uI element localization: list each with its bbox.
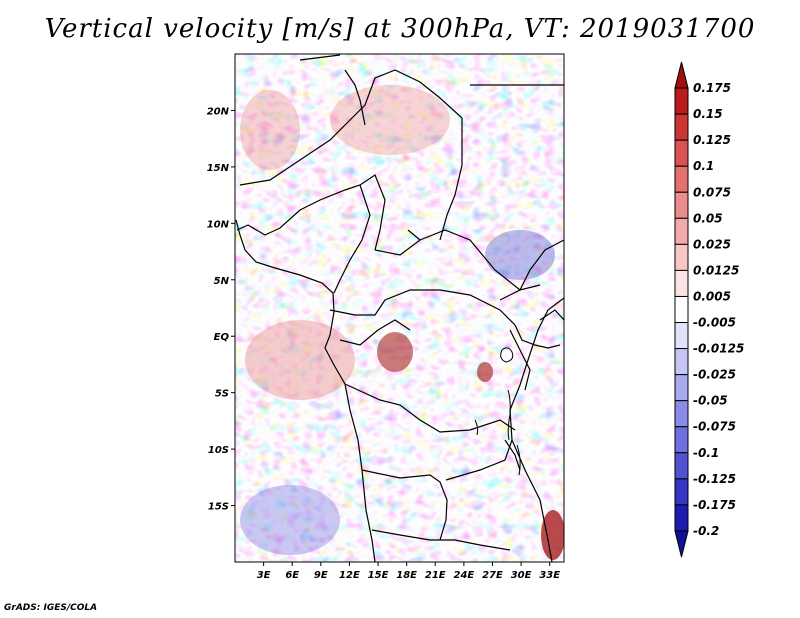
- colorbar-segment: [674, 165, 689, 193]
- x-tick-label: 9E: [314, 570, 328, 581]
- y-tick-label: EQ: [214, 332, 230, 343]
- colorbar-level-label: -0.175: [693, 498, 736, 512]
- x-tick-label: 33E: [539, 570, 560, 581]
- colorbar-labels: 0.175 0.15 0.125 0.1 0.075 0.05 0.025 0.0125 0.0…: [693, 81, 744, 538]
- velocity-field: [235, 54, 564, 562]
- colorbar-segment: [674, 243, 689, 271]
- x-tick-label: 24E: [453, 570, 474, 581]
- colorbar-segment: [674, 191, 689, 219]
- y-axis: 20N 15N 10N 5N EQ 5S 10S 15S: [207, 106, 235, 513]
- colorbar-level-label: -0.1: [693, 446, 719, 460]
- colorbar-segment: [674, 113, 689, 141]
- y-tick-label: 5N: [214, 276, 230, 287]
- colorbar-level-label: -0.025: [693, 368, 736, 382]
- colorbar-segment: [674, 87, 689, 115]
- colorbar-level-label: -0.075: [693, 420, 736, 434]
- colorbar-segment: [674, 269, 689, 297]
- colorbar-segment: [674, 217, 689, 245]
- colorbar-segment: [674, 452, 689, 480]
- colorbar-level-label: 0.175: [693, 81, 731, 95]
- colorbar-segment: [674, 322, 689, 350]
- x-tick-label: 12E: [339, 570, 360, 581]
- colorbar-level-label: 0.025: [693, 237, 731, 251]
- colorbar-level-label: 0.1: [693, 159, 714, 173]
- y-tick-label: 20N: [207, 106, 230, 117]
- colorbar-level-label: 0.125: [693, 133, 731, 147]
- colorbar-level-label: -0.125: [693, 472, 736, 486]
- colorbar-segment: [674, 426, 689, 454]
- colorbar-arrow-top: [674, 61, 689, 89]
- colorbar-segment: [674, 374, 689, 402]
- colorbar: [674, 61, 689, 558]
- colorbar-level-label: 0.075: [693, 185, 731, 199]
- y-tick-label: 15N: [207, 163, 230, 174]
- x-tick-label: 3E: [257, 570, 271, 581]
- colorbar-level-label: -0.2: [693, 524, 719, 538]
- colorbar-segment: [674, 400, 689, 428]
- colorbar-segment: [674, 348, 689, 376]
- colorbar-arrow-bottom: [674, 530, 689, 558]
- y-tick-label: 10N: [207, 219, 230, 230]
- x-axis: 3E 6E 9E 12E 15E 18E 21E 24E 27E 30E 33E: [257, 562, 560, 581]
- colorbar-level-label: -0.05: [693, 394, 728, 408]
- lakes: [474, 347, 521, 476]
- colorbar-level-label: -0.005: [693, 316, 736, 330]
- colorbar-segment: [674, 139, 689, 167]
- x-tick-label: 27E: [482, 570, 503, 581]
- colorbar-level-label: 0.15: [693, 107, 723, 121]
- x-tick-label: 18E: [396, 570, 417, 581]
- colorbar-level-label: 0.05: [693, 211, 723, 225]
- x-tick-label: 6E: [285, 570, 299, 581]
- y-tick-label: 15S: [208, 502, 229, 513]
- colorbar-level-label: -0.0125: [693, 342, 744, 356]
- x-tick-label: 21E: [425, 570, 446, 581]
- map-title: Vertical velocity [m/s] at 300hPa, VT: 2…: [44, 14, 756, 44]
- colorbar-level-label: 0.005: [693, 289, 731, 303]
- x-tick-label: 15E: [368, 570, 389, 581]
- colorbar-segment: [674, 478, 689, 506]
- x-tick-label: 30E: [511, 570, 532, 581]
- coastlines-borders: [235, 54, 564, 562]
- y-tick-label: 5S: [215, 389, 229, 400]
- grads-credit: GrADS: IGES/COLA: [4, 603, 98, 613]
- colorbar-segment: [674, 504, 689, 532]
- colorbar-segment: [674, 295, 689, 324]
- colorbar-level-label: 0.0125: [693, 263, 739, 277]
- y-tick-label: 10S: [208, 445, 229, 456]
- map-frame: [234, 53, 565, 563]
